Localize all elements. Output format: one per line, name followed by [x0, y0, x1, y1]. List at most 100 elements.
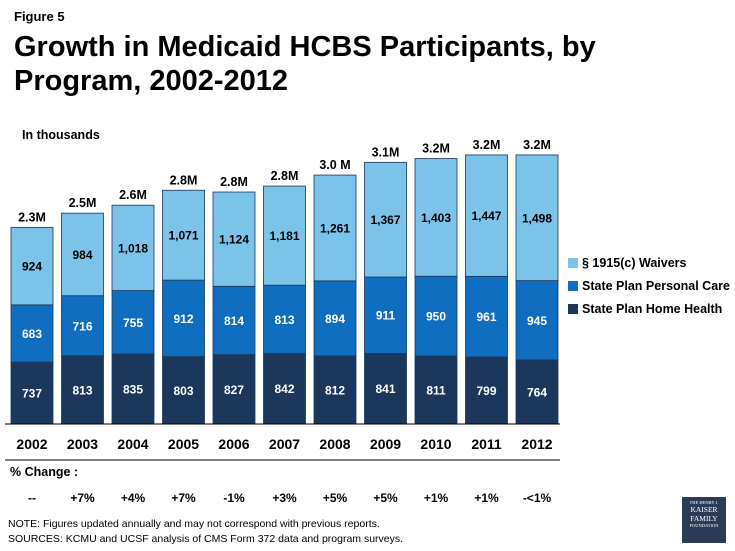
legend-swatch-home-health: [568, 303, 578, 314]
total-label-2012: 3.2M: [523, 138, 551, 152]
bar-1915-c-waivers-2009: [364, 161, 407, 278]
value-label-state-plan-personal-care-2007: 813: [274, 313, 294, 327]
bar-state-plan-personal-care-2005: [162, 279, 205, 358]
value-label-state-plan-personal-care-2002: 683: [22, 327, 42, 341]
bar-1915-c-waivers-2010: [414, 158, 458, 277]
x-tick-2002: 2002: [16, 436, 47, 452]
value-label-state-plan-home-health-2004: 835: [123, 382, 143, 396]
value-label-1915-c-waivers-2011: 1,447: [471, 209, 501, 223]
value-label-state-plan-personal-care-2009: 911: [376, 309, 396, 323]
legend: § 1915(c) Waivers State Plan Personal Ca…: [568, 252, 730, 321]
units-label: In thousands: [22, 128, 100, 142]
value-label-1915-c-waivers-2002: 924: [22, 260, 42, 274]
value-label-state-plan-personal-care-2012: 945: [527, 314, 547, 328]
legend-item-waivers: § 1915(c) Waivers: [568, 252, 730, 273]
x-tick-2005: 2005: [168, 436, 199, 452]
percent-change-2011: +1%: [474, 491, 499, 505]
x-tick-2007: 2007: [269, 436, 300, 452]
value-label-1915-c-waivers-2012: 1,498: [522, 211, 552, 225]
figure-label: Figure 5: [14, 9, 65, 24]
value-label-state-plan-personal-care-2003: 716: [72, 319, 92, 333]
legend-item-personal-care: State Plan Personal Care: [568, 275, 730, 296]
total-label-2010: 3.2M: [422, 142, 450, 156]
bar-1915-c-waivers-2008: [313, 174, 357, 282]
labels-group: 737 683 924 2.3M 2002 -- 813 716 984 2.5M 2003 +7% 8…: [16, 138, 552, 505]
logo-line2: KAISER: [690, 505, 718, 514]
total-label-2004: 2.6M: [119, 188, 147, 202]
percent-change-label: % Change :: [10, 465, 79, 479]
percent-change-2007: +3%: [272, 491, 297, 505]
value-label-1915-c-waivers-2005: 1,071: [168, 229, 198, 243]
value-label-1915-c-waivers-2010: 1,403: [421, 211, 451, 225]
bar-1915-c-waivers-2002: [10, 226, 54, 306]
legend-label-waivers: § 1915(c) Waivers: [582, 255, 687, 270]
value-label-1915-c-waivers-2004: 1,018: [118, 241, 148, 255]
x-tick-2006: 2006: [218, 436, 249, 452]
x-tick-2008: 2008: [319, 436, 350, 452]
percent-change-2012: -<1%: [523, 491, 552, 505]
total-label-2002: 2.3M: [18, 210, 46, 224]
bar-1915-c-waivers-2003: [61, 212, 104, 297]
bar-state-plan-personal-care-2009: [364, 276, 407, 354]
value-label-state-plan-personal-care-2004: 755: [123, 316, 143, 330]
value-label-state-plan-home-health-2009: 841: [375, 382, 395, 396]
value-label-1915-c-waivers-2006: 1,124: [219, 233, 249, 247]
bar-1915-c-waivers-2012: [515, 154, 559, 282]
bar-1915-c-waivers-2011: [465, 154, 508, 277]
x-tick-2004: 2004: [117, 436, 148, 452]
x-tick-2011: 2011: [471, 436, 502, 452]
value-label-1915-c-waivers-2009: 1,367: [370, 213, 400, 227]
legend-label-personal-care: State Plan Personal Care: [582, 278, 730, 293]
total-label-2003: 2.5M: [69, 196, 97, 210]
percent-change-2002: --: [28, 491, 36, 505]
legend-swatch-personal-care: [568, 280, 578, 291]
percent-change-2009: +5%: [373, 491, 398, 505]
value-label-1915-c-waivers-2008: 1,261: [320, 221, 350, 235]
bar-state-plan-personal-care-2010: [414, 275, 458, 357]
value-label-state-plan-home-health-2007: 842: [274, 382, 294, 396]
value-label-state-plan-home-health-2005: 803: [173, 384, 193, 398]
percent-change-2010: +1%: [424, 491, 449, 505]
value-label-state-plan-personal-care-2006: 814: [224, 314, 244, 328]
value-label-1915-c-waivers-2003: 984: [72, 248, 92, 262]
bar-state-plan-home-health-2010: [414, 355, 458, 425]
bar-state-plan-personal-care-2004: [111, 290, 155, 355]
bar-state-plan-home-health-2005: [162, 356, 205, 425]
bar-state-plan-home-health-2008: [313, 355, 357, 425]
total-label-2007: 2.8M: [271, 169, 299, 183]
bar-state-plan-personal-care-2011: [465, 275, 508, 358]
total-label-2009: 3.1M: [372, 145, 400, 159]
bar-state-plan-home-health-2011: [465, 356, 508, 425]
legend-swatch-waivers: [568, 257, 578, 268]
chart-title: Growth in Medicaid HCBS Participants, by…: [14, 31, 596, 97]
value-label-state-plan-personal-care-2011: 961: [476, 310, 496, 324]
x-tick-2012: 2012: [521, 436, 552, 452]
value-label-state-plan-home-health-2012: 764: [527, 385, 547, 399]
percent-change-2008: +5%: [323, 491, 348, 505]
bar-1915-c-waivers-2005: [162, 189, 205, 281]
logo-line1: THE HENRY J.: [689, 500, 719, 505]
kff-logo: THE HENRY J. KAISER FAMILY FOUNDATION: [682, 497, 726, 543]
legend-item-home-health: State Plan Home Health: [568, 298, 730, 319]
percent-change-2006: -1%: [223, 491, 245, 505]
total-label-2008: 3.0 M: [319, 158, 350, 172]
percent-change-2004: +4%: [121, 491, 146, 505]
logo-line3: FAMILY: [690, 513, 718, 523]
value-label-state-plan-home-health-2011: 799: [476, 384, 496, 398]
x-tick-2009: 2009: [370, 436, 401, 452]
legend-label-home-health: State Plan Home Health: [582, 301, 723, 316]
value-label-state-plan-personal-care-2008: 894: [325, 312, 345, 326]
bar-1915-c-waivers-2007: [263, 185, 306, 286]
total-label-2011: 3.2M: [473, 138, 501, 152]
bar-1915-c-waivers-2004: [111, 204, 155, 291]
bar-state-plan-home-health-2007: [263, 352, 306, 425]
percent-change-2003: +7%: [70, 491, 95, 505]
bar-state-plan-home-health-2006: [212, 354, 256, 425]
percent-change-2005: +7%: [171, 491, 196, 505]
x-tick-2010: 2010: [420, 436, 451, 452]
value-label-state-plan-home-health-2003: 813: [72, 383, 92, 397]
value-label-1915-c-waivers-2007: 1,181: [269, 229, 299, 243]
value-label-state-plan-home-health-2006: 827: [224, 383, 244, 397]
x-tick-2003: 2003: [67, 436, 98, 452]
